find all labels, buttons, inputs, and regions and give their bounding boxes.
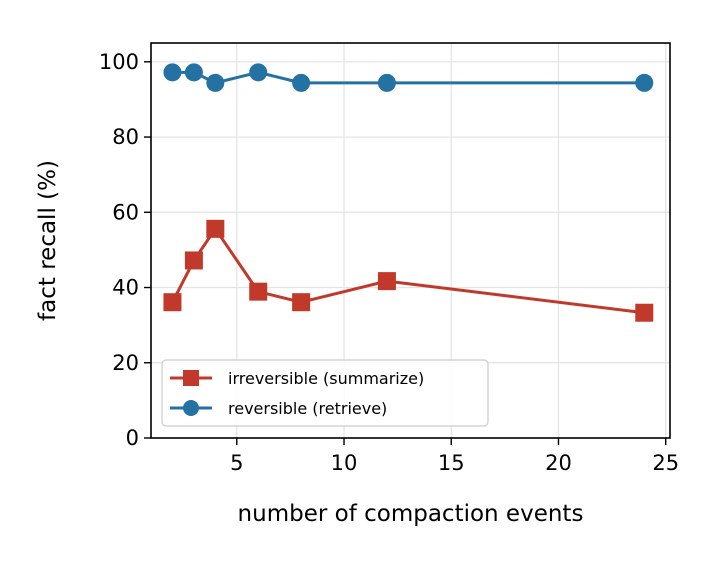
data-point (206, 73, 225, 92)
data-point (206, 219, 225, 238)
x-tick-label: 25 (652, 451, 679, 475)
x-tick-label: 20 (545, 451, 572, 475)
data-point (249, 282, 268, 301)
series-line (172, 70, 645, 85)
data-point (377, 73, 396, 92)
legend-box (161, 359, 489, 427)
y-tick-label: 20 (112, 351, 139, 375)
data-point (635, 303, 654, 322)
legend-marker (183, 370, 199, 386)
data-point (292, 293, 311, 312)
plot-frame (150, 42, 671, 439)
x-axis-title: number of compaction events (238, 501, 584, 527)
legend: irreversible (summarize) reversible (retr… (161, 359, 489, 427)
y-axis-title: fact recall (%) (35, 160, 61, 321)
legend-item: irreversible (summarize) (170, 369, 424, 388)
y-tick-label: 100 (99, 50, 139, 74)
y-tick-label: 80 (112, 125, 139, 149)
data-point (184, 63, 203, 82)
y-tick-label: 0 (126, 426, 139, 450)
x-tick-label: 10 (331, 451, 358, 475)
x-tick-label: 15 (438, 451, 465, 475)
legend-label: reversible (retrieve) (228, 399, 387, 418)
series-line (171, 227, 645, 315)
x-tick-label: 5 (230, 451, 243, 475)
data-point (292, 73, 311, 92)
legend-label: irreversible (summarize) (228, 369, 424, 388)
data-point (635, 73, 654, 92)
y-tick-label: 60 (112, 200, 139, 224)
data-point (249, 63, 268, 82)
data-point (163, 63, 182, 82)
axis-ticks: 5 10 15 20 25 0 20 40 60 80 100 (99, 50, 679, 475)
series-layer (163, 63, 654, 322)
legend-marker (183, 400, 199, 416)
series-0 (163, 219, 654, 322)
legend-item: reversible (retrieve) (170, 399, 387, 418)
series-1 (163, 63, 654, 92)
data-point (184, 251, 203, 270)
data-point (163, 293, 182, 312)
data-point (377, 272, 396, 291)
y-tick-label: 40 (112, 276, 139, 300)
